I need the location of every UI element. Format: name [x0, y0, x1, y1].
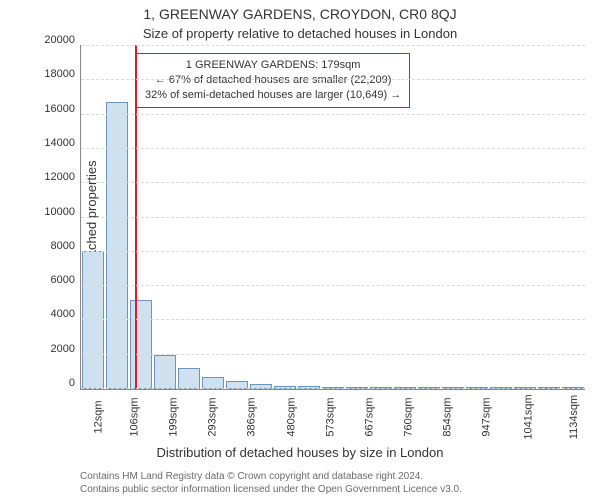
gridline — [81, 148, 585, 149]
gridline — [81, 45, 585, 46]
x-axis-label: Distribution of detached houses by size … — [0, 445, 600, 460]
x-tick-row: 12sqm106sqm199sqm293sqm386sqm480sqm573sq… — [81, 389, 585, 401]
y-tick-label: 4000 — [51, 308, 75, 320]
gridline — [81, 388, 585, 389]
x-tick-label: 854sqm — [442, 397, 454, 436]
gridline — [81, 182, 585, 183]
y-tick-label: 8000 — [51, 240, 75, 252]
x-tick-label: 106sqm — [129, 397, 141, 436]
y-tick-label: 14000 — [44, 137, 75, 149]
x-tick-label: 760sqm — [403, 397, 415, 436]
x-tick-label: 386sqm — [246, 397, 258, 436]
gridline — [81, 319, 585, 320]
annotation-line-3: 32% of semi-detached houses are larger (… — [145, 88, 401, 103]
gridline — [81, 251, 585, 252]
y-tick-label: 2000 — [51, 343, 75, 355]
x-tick-label: 947sqm — [481, 397, 493, 436]
chart-page: 1, GREENWAY GARDENS, CROYDON, CR0 8QJ Si… — [0, 0, 600, 500]
histogram-bar — [178, 368, 200, 389]
x-tick-label: 573sqm — [324, 397, 336, 436]
x-tick-label: 1041sqm — [523, 394, 535, 439]
histogram-bar — [106, 102, 128, 389]
x-tick-label: 199sqm — [168, 397, 180, 436]
y-tick-label: 6000 — [51, 274, 75, 286]
gridline — [81, 217, 585, 218]
x-tick-label: 667sqm — [363, 397, 375, 436]
page-subtitle: Size of property relative to detached ho… — [0, 26, 600, 41]
y-tick-label: 12000 — [44, 171, 75, 183]
y-tick-label: 10000 — [44, 206, 75, 218]
histogram-bar — [130, 300, 152, 389]
x-tick-label: 293sqm — [207, 397, 219, 436]
gridline — [81, 285, 585, 286]
y-tick-label: 0 — [69, 377, 75, 389]
histogram-chart: 1 GREENWAY GARDENS: 179sqm ← 67% of deta… — [80, 45, 585, 390]
page-title: 1, GREENWAY GARDENS, CROYDON, CR0 8QJ — [0, 6, 600, 22]
gridline — [81, 79, 585, 80]
footer-line-2: Contains public sector information licen… — [80, 483, 585, 496]
footer-attrib: Contains HM Land Registry data © Crown c… — [80, 470, 585, 496]
y-tick-label: 18000 — [44, 68, 75, 80]
footer-line-1: Contains HM Land Registry data © Crown c… — [80, 470, 585, 483]
histogram-bar — [154, 355, 176, 389]
annotation-line-1: 1 GREENWAY GARDENS: 179sqm — [145, 58, 401, 73]
x-tick-label: 1134sqm — [568, 395, 580, 439]
y-tick-label: 20000 — [44, 34, 75, 46]
gridline — [81, 114, 585, 115]
x-tick-label: 12sqm — [93, 400, 105, 433]
x-tick-label: 480sqm — [285, 397, 297, 436]
gridline — [81, 354, 585, 355]
y-tick-label: 16000 — [44, 103, 75, 115]
